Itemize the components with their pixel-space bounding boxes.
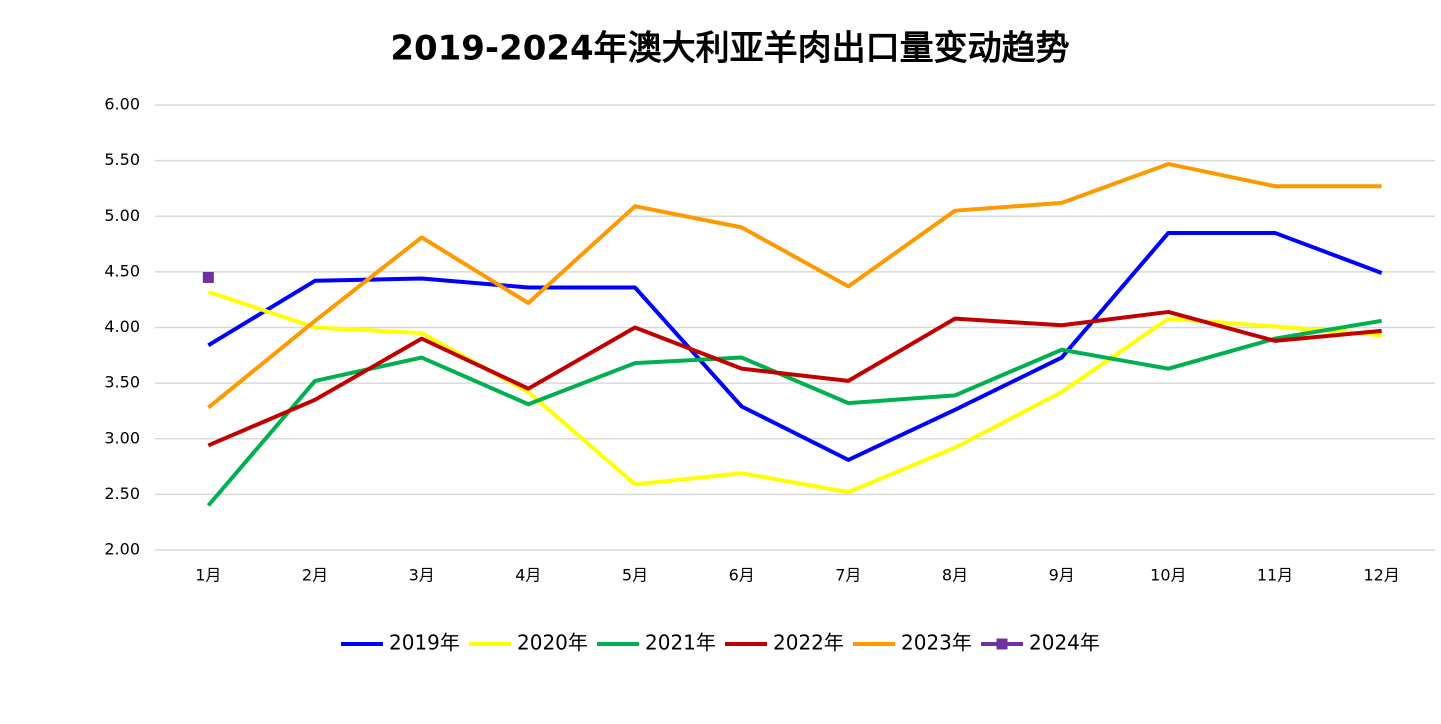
y-tick-label: 5.00 [104,206,140,225]
series-line [206,318,1382,507]
series-line [207,161,1382,410]
y-tick-label: 2.00 [104,540,140,559]
x-tick-label: 10月 [1150,566,1186,585]
series-line [207,309,1382,448]
y-tick-label: 5.50 [104,150,140,169]
legend-marker [996,638,1008,650]
y-tick-label: 2.50 [104,484,140,503]
legend-label: 2024年 [1029,631,1100,655]
x-tick-label: 7月 [835,566,861,585]
x-tick-label: 1月 [195,566,221,585]
x-tick-label: 3月 [409,566,435,585]
legend-label: 2023年 [901,631,972,655]
x-tick-label: 4月 [515,566,541,585]
y-tick-label: 6.00 [104,95,140,114]
x-tick-label: 6月 [729,566,755,585]
legend-label: 2021年 [645,631,716,655]
legend-label: 2019年 [389,631,460,655]
legend-label: 2022年 [773,631,844,655]
chart-title: 2019-2024年澳大利亚羊肉出口量变动趋势 [390,29,1069,69]
y-tick-label: 4.50 [104,261,140,280]
y-tick-label: 3.50 [104,373,140,392]
y-tick-label: 4.00 [104,317,140,336]
x-tick-label: 9月 [1049,566,1075,585]
x-tick-label: 2月 [302,566,328,585]
x-tick-label: 5月 [622,566,648,585]
legend-label: 2020年 [517,631,588,655]
x-tick-label: 11月 [1257,566,1293,585]
y-tick-label: 3.00 [104,428,140,447]
x-tick-label: 12月 [1363,566,1399,585]
series-line [207,290,1382,495]
series-line [207,230,1383,462]
point-marker [202,271,214,283]
x-tick-label: 8月 [942,566,968,585]
